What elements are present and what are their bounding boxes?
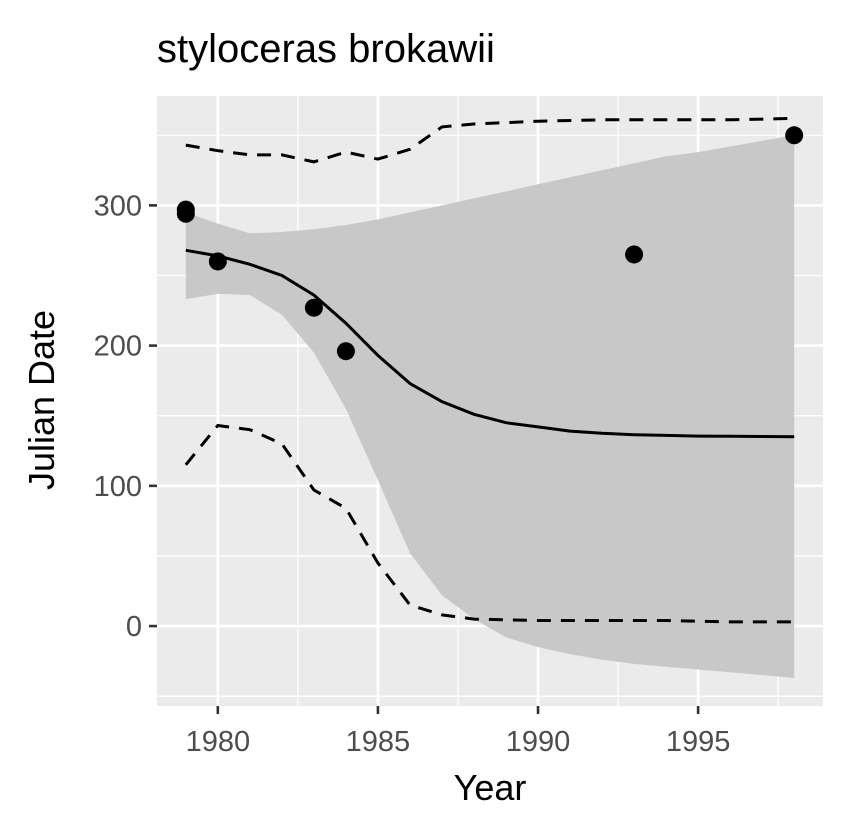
data-point — [625, 245, 644, 264]
y-tick-label: 300 — [94, 190, 142, 222]
y-tick-label: 100 — [94, 471, 142, 503]
x-tick-label: 1990 — [506, 726, 571, 758]
dashed-lower-line — [184, 423, 795, 624]
fit-line — [185, 248, 795, 439]
x-tick-label: 1995 — [666, 726, 731, 758]
x-tick-label: 1985 — [346, 726, 411, 758]
data-point — [336, 342, 355, 361]
data-point — [304, 298, 323, 317]
y-axis-ticks: 0 100 200 300 — [94, 190, 157, 643]
data-point — [176, 204, 195, 223]
data-point — [208, 252, 227, 271]
y-tick-label: 200 — [94, 331, 142, 363]
data-points — [176, 126, 804, 361]
dashed-upper-line — [185, 116, 795, 164]
x-axis-ticks: 1980 1985 1990 1995 — [186, 706, 731, 758]
confidence-ribbon — [185, 135, 795, 679]
x-tick-label: 1980 — [186, 726, 251, 758]
chart-title: styloceras brokawii — [157, 27, 495, 71]
data-point — [785, 126, 804, 145]
y-tick-label: 0 — [126, 611, 142, 643]
y-axis-title: Julian Date — [21, 310, 62, 490]
x-axis-title: Year — [454, 767, 527, 808]
